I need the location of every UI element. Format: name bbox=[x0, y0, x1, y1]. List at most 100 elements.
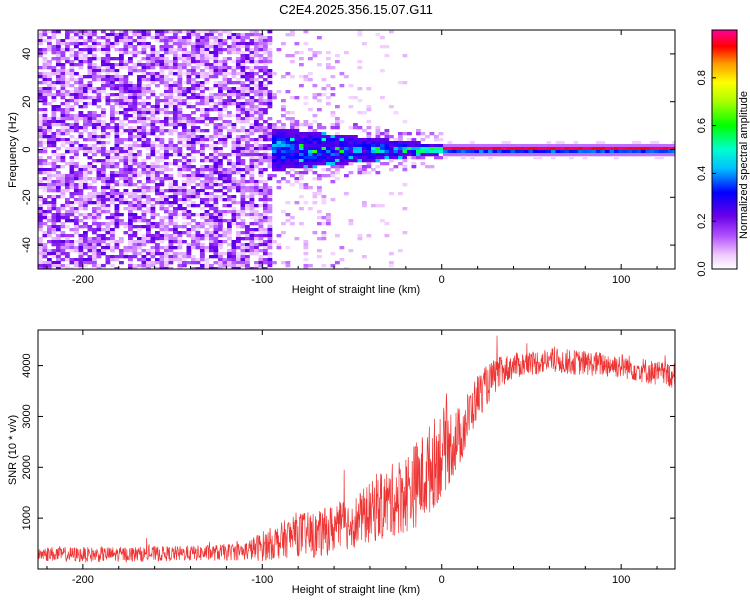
heatmap-cell-985 bbox=[114, 123, 120, 127]
heatmap-cell-2894 bbox=[263, 36, 268, 40]
heatmap-cell-744 bbox=[92, 255, 97, 259]
heatmap-cell-1417 bbox=[146, 252, 151, 256]
heatmap-cell-1067 bbox=[119, 240, 124, 244]
heatmap-cell-674 bbox=[87, 201, 93, 205]
heatmap-cell-1350 bbox=[141, 204, 147, 208]
heatmap-cell-3222 bbox=[303, 264, 309, 268]
heatmap-cell-2292 bbox=[213, 234, 219, 238]
spec-ytick-label-4: 40 bbox=[21, 48, 33, 60]
heatmap-cell-2965 bbox=[267, 78, 273, 82]
heatmap-cell-3548 bbox=[380, 69, 385, 73]
heatmap-cell-650 bbox=[87, 96, 93, 100]
heatmap-cell-1556 bbox=[159, 132, 165, 136]
heatmap-cell-3219 bbox=[303, 246, 309, 250]
heatmap-cell-1750 bbox=[173, 189, 178, 193]
heatmap-cell-1897 bbox=[186, 63, 192, 67]
heatmap-cell-143 bbox=[47, 138, 52, 142]
heatmap-cell-1563 bbox=[159, 159, 165, 163]
heatmap-cell-1701 bbox=[168, 234, 174, 238]
heatmap-cell-705 bbox=[92, 102, 97, 106]
heatmap-cell-938 bbox=[110, 156, 115, 160]
heatmap-cell-556 bbox=[78, 192, 84, 196]
heatmap-cell-2631 bbox=[240, 198, 246, 202]
heatmap-cell-2949 bbox=[263, 252, 268, 256]
heatmap-cell-2758 bbox=[249, 210, 255, 214]
heatmap-cell-2654 bbox=[245, 48, 250, 52]
heatmap-cell-2642 bbox=[240, 243, 246, 247]
heatmap-cell-1731 bbox=[173, 102, 178, 106]
heatmap-cell-3026 bbox=[272, 150, 277, 154]
heatmap-cell-3500 bbox=[362, 255, 367, 259]
heatmap-cell-476 bbox=[74, 93, 79, 97]
heatmap-cell-2681 bbox=[245, 153, 250, 157]
heatmap-cell-2634 bbox=[240, 207, 246, 211]
heatmap-cell-546 bbox=[78, 147, 84, 151]
heatmap-cell-1189 bbox=[128, 261, 133, 265]
heatmap-cell-1358 bbox=[141, 240, 147, 244]
heatmap-cell-29 bbox=[38, 150, 43, 154]
heatmap-cell-2332 bbox=[218, 138, 223, 142]
heatmap-cell-508 bbox=[74, 222, 79, 226]
heatmap-cell-176 bbox=[51, 36, 57, 40]
heatmap-cell-60 bbox=[38, 264, 43, 268]
heatmap-cell-916 bbox=[110, 45, 115, 49]
heatmap-cell-2438 bbox=[227, 129, 232, 133]
heatmap-cell-2000 bbox=[191, 246, 196, 250]
heatmap-cell-1429 bbox=[150, 63, 156, 67]
heatmap-cell-2762 bbox=[249, 228, 255, 232]
heatmap-cell-2741 bbox=[249, 159, 255, 163]
heatmap-cell-1104 bbox=[123, 156, 129, 160]
heatmap-cell-3499 bbox=[362, 204, 367, 208]
heatmap-cell-3687 bbox=[443, 144, 448, 148]
heatmap-cell-1751 bbox=[173, 192, 178, 196]
heatmap-cell-2174 bbox=[204, 246, 210, 250]
heatmap-cell-1080 bbox=[123, 60, 129, 64]
heatmap-cell-439 bbox=[69, 171, 75, 175]
heatmap-cell-2070 bbox=[200, 72, 205, 76]
heatmap-cell-1832 bbox=[182, 36, 187, 40]
heatmap-cell-2468 bbox=[227, 261, 232, 265]
heatmap-cell-3525 bbox=[371, 153, 376, 157]
heatmap-cell-3249 bbox=[312, 54, 318, 58]
heatmap-cell-1867 bbox=[182, 180, 187, 184]
heatmap-cell-3622 bbox=[402, 156, 408, 160]
heatmap-cell-122 bbox=[47, 45, 52, 49]
heatmap-cell-692 bbox=[92, 48, 97, 52]
heatmap-cell-798 bbox=[96, 267, 102, 269]
heatmap-cell-347 bbox=[60, 264, 66, 268]
heatmap-cell-1722 bbox=[173, 63, 178, 67]
heatmap-cell-856 bbox=[101, 264, 106, 268]
heatmap-cell-1513 bbox=[155, 183, 160, 187]
heatmap-cell-2537 bbox=[236, 78, 241, 82]
heatmap-cell-1495 bbox=[155, 108, 160, 112]
heatmap-cell-3859 bbox=[614, 147, 619, 151]
heatmap-cell-1888 bbox=[186, 30, 192, 34]
heatmap-cell-1728 bbox=[173, 90, 178, 94]
heatmap-cell-646 bbox=[87, 81, 93, 85]
heatmap-cell-1521 bbox=[155, 225, 160, 229]
heatmap-cell-202 bbox=[51, 150, 57, 154]
heatmap-cell-1121 bbox=[123, 231, 129, 235]
heatmap-cell-3388 bbox=[335, 141, 340, 145]
heatmap-cell-1914 bbox=[186, 135, 192, 139]
heatmap-cell-1578 bbox=[159, 219, 165, 223]
heatmap-cell-209 bbox=[51, 180, 57, 184]
heatmap-cell-2498 bbox=[231, 162, 237, 166]
heatmap-cell-1109 bbox=[123, 171, 129, 175]
heatmap-cell-836 bbox=[101, 177, 106, 181]
heatmap-cell-567 bbox=[78, 240, 84, 244]
heatmap-cell-2121 bbox=[204, 30, 210, 34]
heatmap-cell-387 bbox=[65, 204, 70, 208]
heatmap-cell-2334 bbox=[218, 147, 223, 151]
heatmap-cell-2859 bbox=[258, 135, 264, 139]
heatmap-cell-195 bbox=[51, 120, 57, 124]
heatmap-cell-2734 bbox=[249, 132, 255, 136]
heatmap-cell-3858 bbox=[614, 144, 619, 148]
heatmap-cell-1396 bbox=[146, 168, 151, 172]
heatmap-cell-1825 bbox=[177, 252, 183, 256]
heatmap-cell-3847 bbox=[600, 147, 606, 151]
heatmap-cell-2958 bbox=[267, 51, 273, 55]
heatmap-cell-1274 bbox=[137, 129, 142, 133]
heatmap-cell-2175 bbox=[204, 249, 210, 253]
heatmap-cell-3754 bbox=[506, 153, 511, 157]
